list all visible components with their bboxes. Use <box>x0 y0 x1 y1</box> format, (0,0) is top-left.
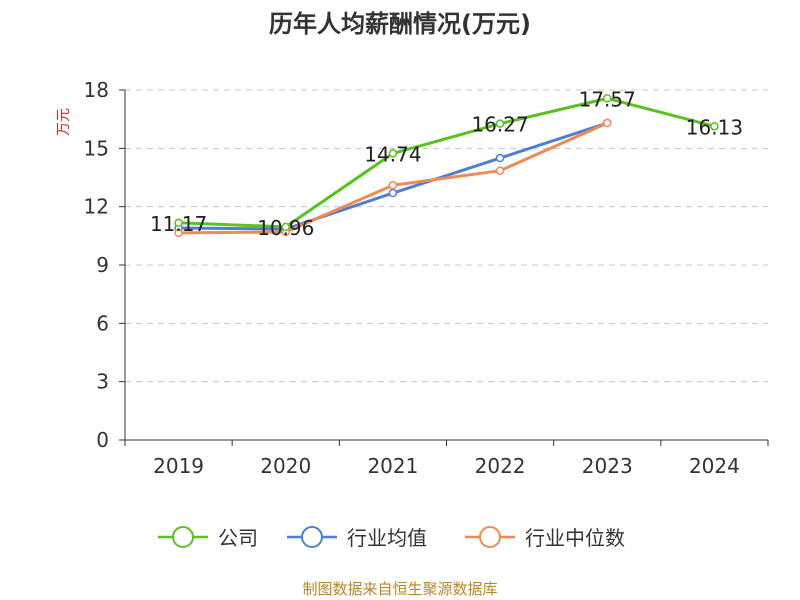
x-tick-label: 2019 <box>153 454 204 478</box>
series-lines <box>174 94 719 238</box>
x-tick-label: 2020 <box>260 454 311 478</box>
legend-label: 公司 <box>218 526 258 550</box>
y-tick-label: 18 <box>84 78 109 102</box>
data-point <box>495 119 505 128</box>
legend-marker <box>172 526 194 548</box>
chart-title: 历年人均薪酬情况(万元) <box>269 10 531 38</box>
series-line-2 <box>178 121 608 235</box>
data-point <box>388 181 398 190</box>
data-point <box>388 149 398 158</box>
data-point <box>710 122 719 131</box>
data-point <box>603 118 612 128</box>
legend: 公司 行业均值 行业中位数 <box>158 526 625 550</box>
x-tick-label: 2024 <box>689 454 740 478</box>
x-tick-label: 2022 <box>475 454 526 478</box>
y-axis-label: 万元 <box>56 108 72 136</box>
y-tick-label: 6 <box>96 311 109 335</box>
y-tick-label: 15 <box>84 136 109 160</box>
y-tick-label: 0 <box>96 428 109 452</box>
data-point <box>174 228 183 238</box>
legend-label: 行业中位数 <box>525 526 625 550</box>
data-point <box>281 222 290 232</box>
y-tick-label: 3 <box>96 370 109 394</box>
data-point <box>174 218 183 228</box>
data-label: 17.57 <box>579 87 636 111</box>
data-labels: 11.17 10.96 14.74 16.27 17.57 16.13 <box>150 87 743 240</box>
data-point <box>495 153 505 163</box>
data-point <box>495 166 505 175</box>
data-label: 11.17 <box>150 212 207 236</box>
gridlines <box>125 89 768 383</box>
legend-label: 行业均值 <box>347 526 427 550</box>
data-label: 16.27 <box>471 113 528 137</box>
legend-marker <box>479 526 501 548</box>
series-line-0 <box>178 96 715 229</box>
x-tick-label: 2023 <box>582 454 633 478</box>
axes: 0 3 6 9 12 15 18 2019 2020 2021 2022 2023 2024 <box>84 78 769 478</box>
data-label: 10.96 <box>257 216 314 240</box>
series-line-1 <box>178 121 608 231</box>
y-tick-label: 12 <box>84 195 109 219</box>
data-label: 16.13 <box>686 115 743 139</box>
data-label: 14.74 <box>364 142 421 166</box>
y-tick-label: 9 <box>96 253 109 277</box>
source-note: 制图数据来自恒生聚源数据库 <box>302 580 497 598</box>
x-tick-label: 2021 <box>367 454 418 478</box>
data-point <box>603 94 612 103</box>
data-point <box>388 188 398 198</box>
legend-marker <box>301 526 323 548</box>
